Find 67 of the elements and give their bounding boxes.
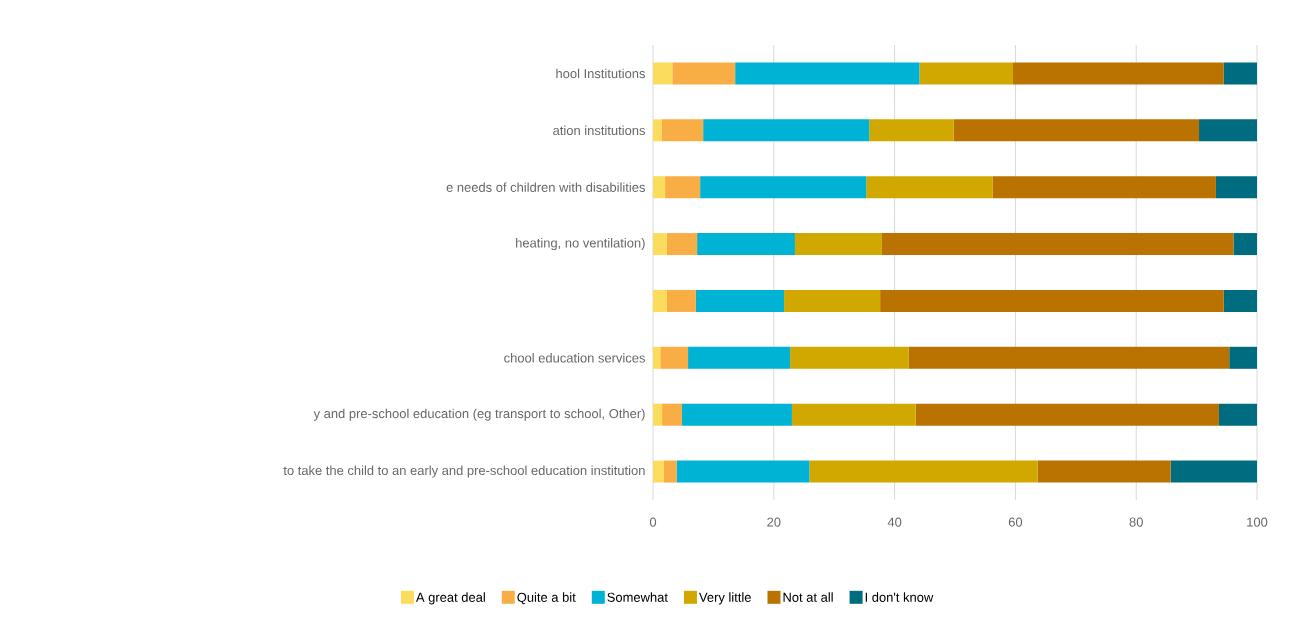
bar — [665, 176, 701, 199]
bar — [1233, 233, 1258, 256]
bar — [666, 289, 696, 312]
bar — [1223, 62, 1258, 85]
bar — [1215, 176, 1258, 199]
x-tick-label: 20 — [767, 517, 781, 527]
bar — [915, 403, 1219, 426]
legend-label: Quite a bit — [517, 592, 576, 605]
bar — [880, 289, 1224, 312]
x-tick-label: 40 — [887, 517, 902, 527]
bar — [869, 119, 954, 142]
bar — [672, 62, 736, 85]
bar — [688, 346, 791, 369]
bar — [1013, 62, 1224, 85]
y-tick-label: y and pre-school education (eg transport to school, Other) — [313, 408, 645, 421]
bar — [908, 346, 1230, 369]
bar — [653, 176, 666, 199]
x-tick-label: 60 — [1008, 517, 1023, 527]
bar — [809, 460, 1038, 483]
bar — [653, 62, 673, 85]
bar — [695, 289, 785, 312]
bar — [919, 62, 1013, 85]
legend-label: Not at all — [783, 592, 833, 602]
bar — [703, 119, 870, 142]
bar — [1229, 346, 1258, 369]
bar — [660, 346, 689, 369]
bar — [1223, 289, 1258, 312]
y-tick-label: to take the child to an early and pre-school education institution — [283, 465, 645, 478]
bar — [653, 119, 662, 142]
bar — [662, 403, 683, 426]
bar — [1218, 403, 1258, 426]
bar — [663, 460, 677, 483]
bar — [866, 176, 993, 199]
bar — [700, 176, 867, 199]
y-tick-label: chool education services — [504, 353, 645, 363]
legend-label: A great deal — [415, 592, 485, 605]
bar — [697, 233, 795, 256]
bar — [661, 119, 704, 142]
bar — [735, 62, 920, 85]
bar — [653, 346, 661, 369]
bar — [666, 233, 698, 256]
bar — [653, 233, 667, 256]
bar — [791, 403, 916, 426]
bar — [676, 460, 810, 483]
x-tick-label: 100 — [1247, 517, 1268, 527]
bar — [784, 289, 881, 312]
bar — [953, 119, 1200, 142]
y-tick-label: hool Institutions — [556, 68, 646, 79]
legend-label: Very little — [699, 592, 751, 605]
bar — [653, 460, 664, 483]
bar — [1170, 460, 1258, 483]
bar — [1199, 119, 1258, 142]
bar — [790, 346, 909, 369]
bar — [881, 233, 1234, 256]
x-tick-label: 80 — [1129, 517, 1143, 527]
bar — [653, 403, 663, 426]
legend-label: I don't know — [865, 592, 934, 602]
bar — [1037, 460, 1171, 483]
bar — [682, 403, 792, 426]
legend-label: Somewhat — [607, 592, 668, 602]
bar — [992, 176, 1216, 199]
y-tick-label: heating, no ventilation) — [516, 238, 645, 251]
y-tick-label: ation institutions — [553, 125, 646, 136]
bar — [653, 289, 667, 312]
y-tick-label: e needs of children with disabilities — [446, 182, 645, 192]
bar — [794, 233, 882, 256]
x-tick-label: 0 — [649, 517, 657, 527]
